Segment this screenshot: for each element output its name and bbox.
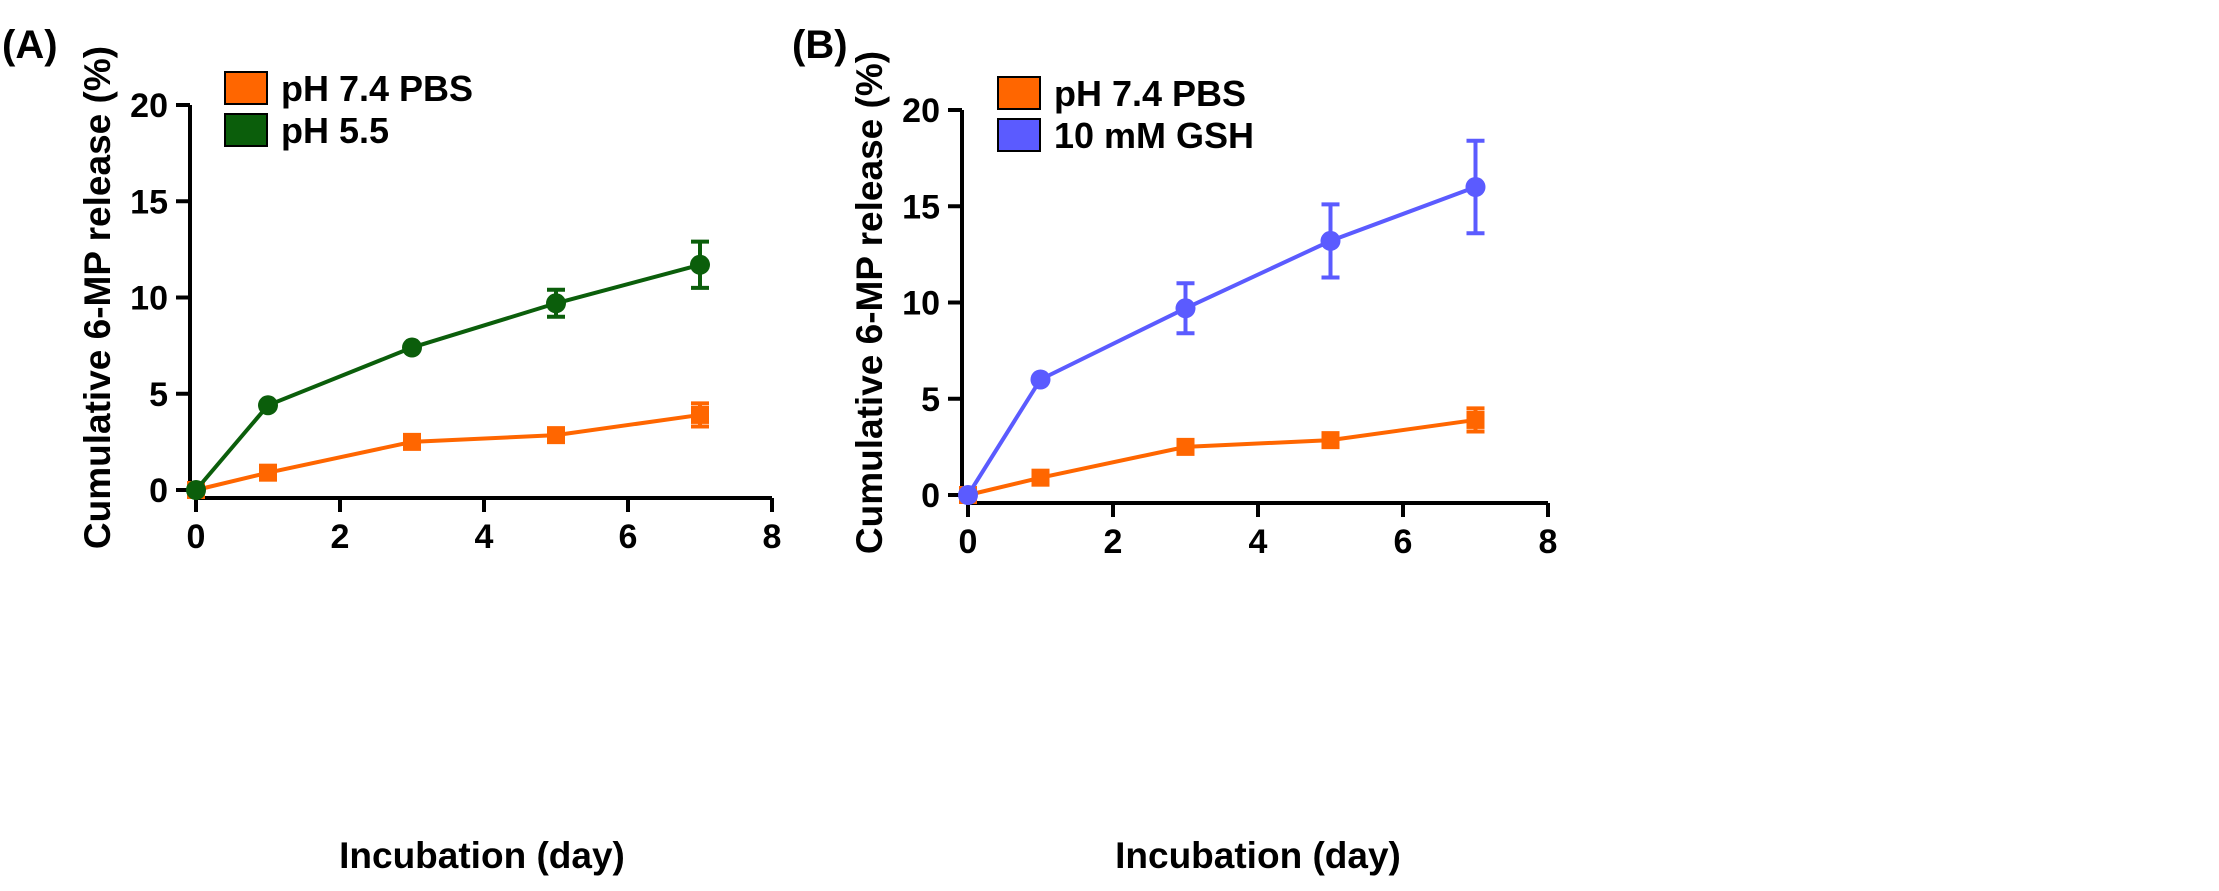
y-tick-label: 0 [921,477,940,515]
data-point [1176,437,1195,456]
x-tick-label: 6 [1394,523,1413,561]
x-tick-label: 0 [959,523,978,561]
y-tick-label: 15 [902,188,940,226]
panel-a: (A) 0 5 10 15 20 0 2 4 6 8 Incubation (day) Cumulati… [2,23,781,876]
data-point [258,395,278,416]
x-tick-label: 2 [331,518,350,556]
data-point [1465,177,1486,197]
legend-label: pH 7.4 PBS [281,68,473,109]
legend-swatch [997,118,1041,152]
data-point [402,337,422,358]
legend-label: 10 mM GSH [1054,115,1254,156]
data-point [1031,468,1050,487]
data-point [1466,410,1485,429]
y-tick-label: 5 [149,376,168,414]
series-line [194,262,701,492]
data-point [1320,230,1341,251]
data-point [1321,431,1340,450]
series-ph-5-5 [186,239,710,500]
panel-b: (B) 0 5 10 15 20 0 2 4 6 8 Incubation (day) Cumulati… [792,23,1557,876]
x-tick-label: 4 [475,518,494,556]
data-point [186,480,206,500]
y-tick-label: 20 [902,92,940,130]
data-point [691,405,709,424]
y-tick-label: 10 [130,280,168,318]
x-tick-label: 4 [1249,523,1268,561]
x-tick-label: 8 [763,518,782,556]
x-tick-label: 8 [1539,523,1558,561]
data-point [958,485,978,505]
data-point [547,426,565,445]
data-point [403,432,421,451]
legend-swatch [997,76,1041,110]
legend-swatch [224,113,268,147]
y-axis-label: Cumulative 6-MP release (%) [849,51,890,554]
y-tick-label: 20 [130,87,168,125]
x-tick-label: 2 [1104,523,1123,561]
y-axis-label: Cumulative 6-MP release (%) [77,46,118,549]
y-tick-label: 15 [130,183,168,221]
y-tick-label: 0 [149,472,168,510]
data-point [259,463,277,482]
series-10-mm-gsh [958,138,1486,505]
x-tick-label: 6 [619,518,638,556]
legend-swatch [224,71,268,105]
x-tick-label: 0 [187,518,206,556]
series-ph-7-4-pbs [187,401,709,499]
panel-label: (B) [792,23,848,67]
data-point [546,293,566,314]
data-point [1175,298,1196,319]
x-axis-label: Incubation (day) [1115,835,1401,876]
y-tick-label: 10 [902,285,940,323]
y-tick-label: 5 [921,381,940,419]
legend-label: pH 7.4 PBS [1054,73,1246,114]
legend-label: pH 5.5 [281,110,389,151]
x-axis-label: Incubation (day) [339,835,625,876]
panel-label: (A) [2,23,58,67]
data-point [1030,369,1051,390]
data-point [690,254,710,275]
series-ph-7-4-pbs [959,406,1485,504]
series-line [966,185,1477,497]
